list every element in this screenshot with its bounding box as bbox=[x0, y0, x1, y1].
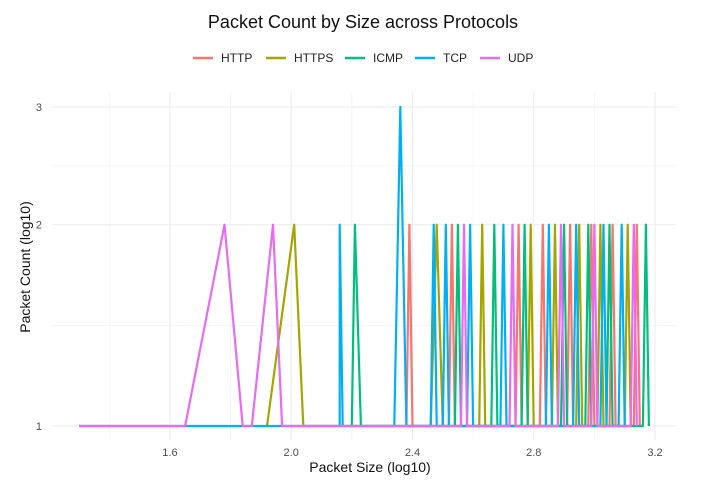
series-layer bbox=[79, 105, 650, 428]
legend-item-icmp: ICMP bbox=[345, 51, 403, 65]
legend-label: HTTPS bbox=[294, 51, 333, 65]
x-tick-label: 1.6 bbox=[162, 447, 177, 459]
series-line-udp bbox=[79, 223, 638, 428]
x-axis-ticks: 1.6 2.0 2.4 2.8 3.2 bbox=[162, 447, 662, 459]
legend-item-udp: UDP bbox=[480, 51, 533, 65]
x-tick-label: 3.2 bbox=[647, 447, 662, 459]
x-tick-label: 2.8 bbox=[526, 447, 541, 459]
legend-label: UDP bbox=[508, 51, 533, 65]
x-axis-title: Packet Size (log10) bbox=[309, 459, 430, 475]
x-tick-label: 2.4 bbox=[405, 447, 420, 459]
legend-item-http: HTTP bbox=[193, 51, 252, 65]
legend: HTTP HTTPS ICMP TCP UDP bbox=[193, 51, 533, 65]
chart-title: Packet Count by Size across Protocols bbox=[208, 12, 518, 32]
y-tick-label: 3 bbox=[36, 102, 42, 114]
y-axis-title: Packet Count (log10) bbox=[17, 201, 33, 333]
x-tick-label: 2.0 bbox=[284, 447, 299, 459]
legend-item-https: HTTPS bbox=[266, 51, 333, 65]
y-tick-label: 2 bbox=[36, 220, 42, 232]
y-axis-ticks: 1 2 3 bbox=[36, 102, 42, 433]
legend-item-tcp: TCP bbox=[415, 51, 467, 65]
legend-label: ICMP bbox=[373, 51, 403, 65]
y-tick-label: 1 bbox=[36, 421, 42, 433]
legend-label: TCP bbox=[443, 51, 467, 65]
legend-label: HTTP bbox=[221, 51, 252, 65]
